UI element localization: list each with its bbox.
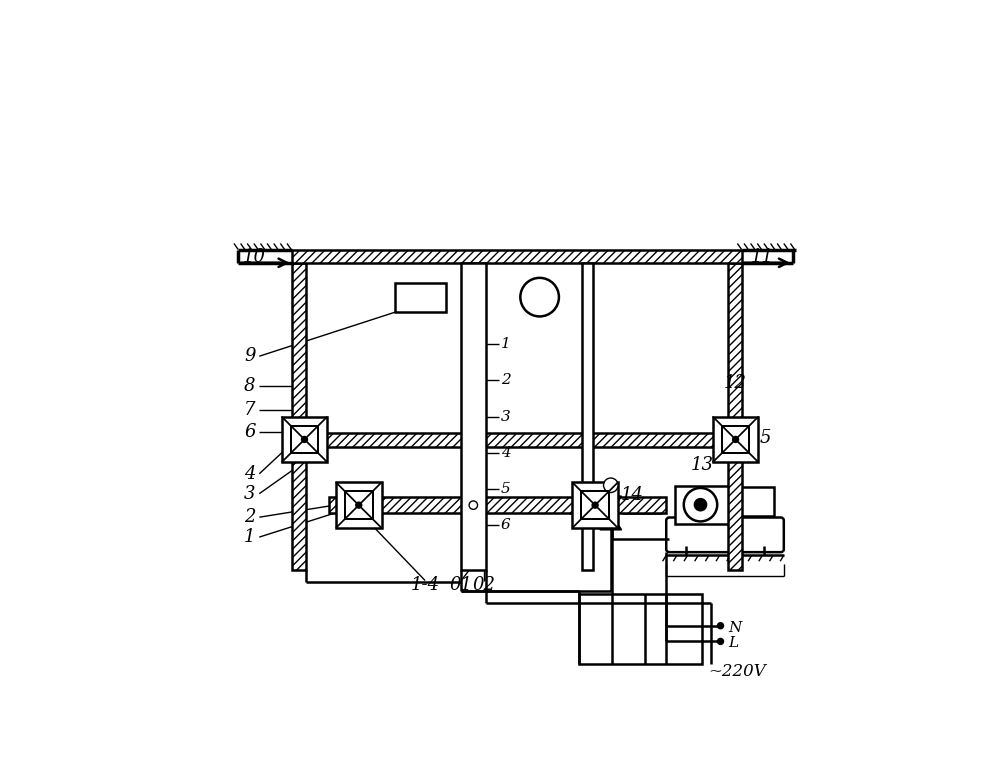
Bar [292,434,728,446]
Text: N: N [728,621,742,634]
Bar [461,263,486,570]
Text: 4: 4 [501,446,511,460]
Text: 3: 3 [244,485,256,503]
Text: 7: 7 [244,402,256,420]
Text: 15: 15 [582,486,605,504]
Polygon shape [600,496,622,530]
Circle shape [302,436,307,442]
Text: 13: 13 [690,456,713,474]
Text: 10: 10 [242,247,265,265]
Text: 1: 1 [244,528,256,546]
Bar [345,492,373,519]
Text: 3: 3 [501,410,511,424]
Circle shape [604,478,618,493]
Bar [582,263,593,570]
Bar [722,426,749,453]
Circle shape [469,501,478,510]
Text: ~220V: ~220V [708,663,766,680]
Text: L: L [728,637,738,650]
Bar [675,485,736,524]
Circle shape [684,488,717,521]
Circle shape [733,436,739,442]
Bar [572,482,618,528]
Circle shape [717,622,724,629]
Circle shape [717,638,724,644]
Text: 9: 9 [244,347,256,365]
Circle shape [520,278,559,316]
FancyBboxPatch shape [666,518,784,552]
Circle shape [695,499,706,511]
Bar [581,492,609,519]
Text: 8: 8 [244,377,256,395]
Bar [728,263,742,570]
Text: 5: 5 [501,482,511,496]
Text: 01: 01 [450,576,473,594]
Text: 14: 14 [621,486,644,504]
Bar [395,283,446,312]
Bar [282,417,327,462]
Bar [292,263,306,570]
Text: 1: 1 [501,337,511,351]
Text: 6: 6 [501,518,511,532]
Bar [292,250,742,263]
Bar [713,417,758,462]
Bar [738,487,774,516]
Text: 11: 11 [751,247,774,265]
Text: 5: 5 [760,428,771,446]
Text: 6: 6 [244,423,256,441]
Text: 2: 2 [244,508,256,526]
Bar [579,594,702,664]
Text: 02: 02 [472,576,495,594]
Text: 12: 12 [724,374,747,392]
Circle shape [356,502,362,508]
Bar [336,482,382,528]
Circle shape [584,501,592,510]
Text: 4: 4 [244,465,256,483]
Circle shape [592,502,598,508]
Bar [329,497,666,513]
Text: 2: 2 [501,373,511,388]
Text: 1-4: 1-4 [411,576,440,594]
Bar [291,426,318,453]
